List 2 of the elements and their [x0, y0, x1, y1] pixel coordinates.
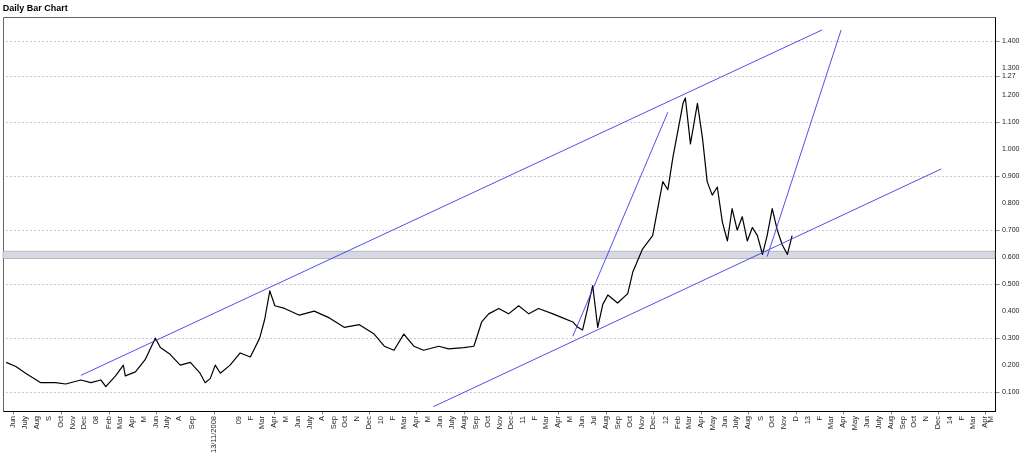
line-series	[5, 97, 793, 388]
chart-title: Daily Bar Chart	[2, 3, 68, 13]
